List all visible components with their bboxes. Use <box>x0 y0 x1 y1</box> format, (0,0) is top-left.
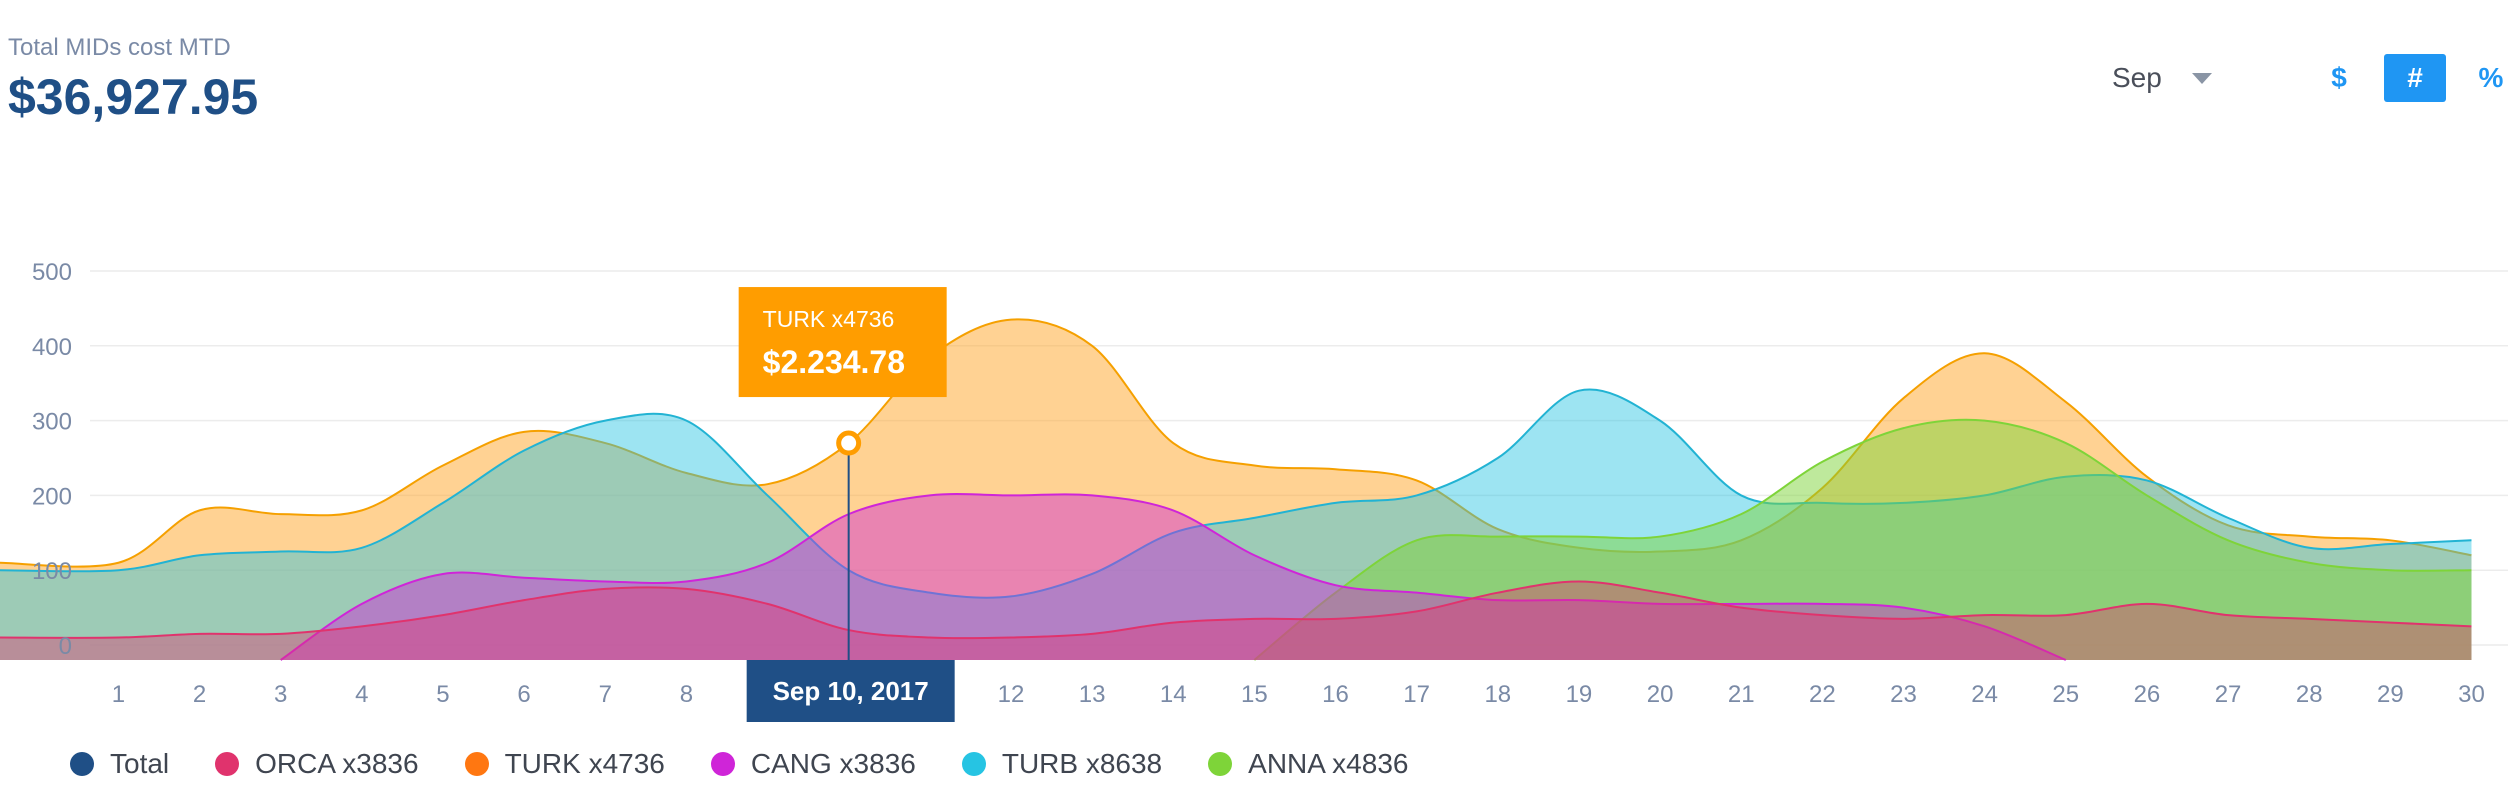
x-tick-label: 29 <box>2377 681 2404 708</box>
month-dropdown-label: Sep <box>2112 62 2162 93</box>
x-tick-label: 4 <box>355 681 368 708</box>
x-tick-label: 23 <box>1890 681 1917 708</box>
line-orca <box>0 580 2472 640</box>
date-badge-label: Sep 10, 2017 <box>773 676 929 706</box>
toggle-percent-button[interactable]: % <box>2478 62 2504 93</box>
area-cang <box>280 494 2066 660</box>
legend-swatch <box>70 752 94 776</box>
y-tick-label: 0 <box>59 633 72 660</box>
line-anna <box>1253 418 2472 661</box>
tooltip-marker <box>836 430 862 456</box>
x-tick-label: 5 <box>436 681 449 708</box>
x-tick-label: 3 <box>274 681 287 708</box>
x-tick-label: 16 <box>1322 681 1349 708</box>
x-tick-label: 19 <box>1566 681 1593 708</box>
chevron-down-icon <box>2191 72 2212 84</box>
legend-item-anna[interactable]: ANNA x4836 <box>1208 748 1408 780</box>
tooltip-box <box>738 287 947 398</box>
x-tick-label: 21 <box>1728 681 1755 708</box>
y-axis-ticks: 0 100 200 300 400 500 <box>32 259 72 660</box>
x-tick-label: 26 <box>2134 681 2161 708</box>
x-tick-label: 7 <box>599 681 612 708</box>
legend-swatch <box>1208 752 1233 776</box>
y-tick-label: 300 <box>32 409 72 436</box>
x-tick-label: 27 <box>2215 681 2242 708</box>
month-dropdown[interactable]: Sep <box>2112 58 2212 98</box>
y-tick-label: 200 <box>32 483 72 510</box>
legend-label: TURK x4736 <box>504 748 665 779</box>
y-tick-label: 100 <box>32 558 72 585</box>
chart-legend: Total ORCA x3836 TURK x4736 CANG x3836 T… <box>70 748 1408 780</box>
x-axis-ticks: 1234567891112131415161718192021222324252… <box>112 681 2485 708</box>
toggle-count-button[interactable]: # <box>2384 54 2446 102</box>
kpi-value: $36,927.95 <box>8 69 259 125</box>
x-tick-label: 6 <box>517 681 530 708</box>
legend-label: CANG x3836 <box>750 748 916 779</box>
x-tick-label: 22 <box>1809 681 1836 708</box>
x-tick-label: 20 <box>1647 681 1674 708</box>
legend-label: TURB x8638 <box>1001 748 1163 779</box>
series-areas <box>0 318 2472 661</box>
legend-label: Total <box>110 748 170 779</box>
x-tick-label: 18 <box>1484 681 1511 708</box>
legend-label: ORCA x3836 <box>255 748 419 779</box>
x-tick-label: 2 <box>193 681 206 708</box>
y-tick-label: 500 <box>32 259 72 286</box>
toggle-dollar-button[interactable]: $ <box>2331 62 2347 93</box>
date-badge <box>746 660 955 722</box>
legend-item-orca[interactable]: ORCA x3836 <box>215 748 419 780</box>
legend-item-turk[interactable]: TURK x4736 <box>464 748 665 780</box>
tooltip-series: TURK x4736 <box>763 306 895 332</box>
legend-item-total[interactable]: Total <box>70 748 169 780</box>
y-tick-label: 400 <box>32 334 72 361</box>
kpi-label: Total MIDs cost MTD <box>8 34 231 61</box>
x-tick-label: 17 <box>1403 681 1430 708</box>
x-tick-label: 12 <box>998 681 1025 708</box>
line-turk <box>0 318 2472 568</box>
legend-swatch <box>710 752 735 776</box>
legend-item-turb[interactable]: TURB x8638 <box>961 748 1163 780</box>
x-tick-label: 30 <box>2458 681 2485 708</box>
tooltip-value: $2.234.78 <box>763 344 905 380</box>
legend-swatch <box>464 752 489 776</box>
area-orca <box>0 581 2472 660</box>
legend-item-cang[interactable]: CANG x3836 <box>710 748 916 780</box>
line-cang <box>280 493 2067 661</box>
x-tick-label: 1 <box>112 681 125 708</box>
legend-label: ANNA x4836 <box>1248 748 1409 779</box>
x-tick-label: 15 <box>1241 681 1268 708</box>
unit-toggle-group: $ # % <box>2308 54 2508 102</box>
x-tick-label: 8 <box>680 681 693 708</box>
x-tick-label: 13 <box>1079 681 1106 708</box>
x-tick-label: 14 <box>1160 681 1187 708</box>
x-tick-label: 28 <box>2296 681 2323 708</box>
x-tick-label: 24 <box>1971 681 1998 708</box>
chart-tooltip: TURK x4736 $2.234.78 Sep 10, 2017 <box>738 287 955 722</box>
legend-swatch <box>215 752 240 776</box>
legend-swatch <box>961 752 986 776</box>
x-tick-label: 25 <box>2052 681 2079 708</box>
